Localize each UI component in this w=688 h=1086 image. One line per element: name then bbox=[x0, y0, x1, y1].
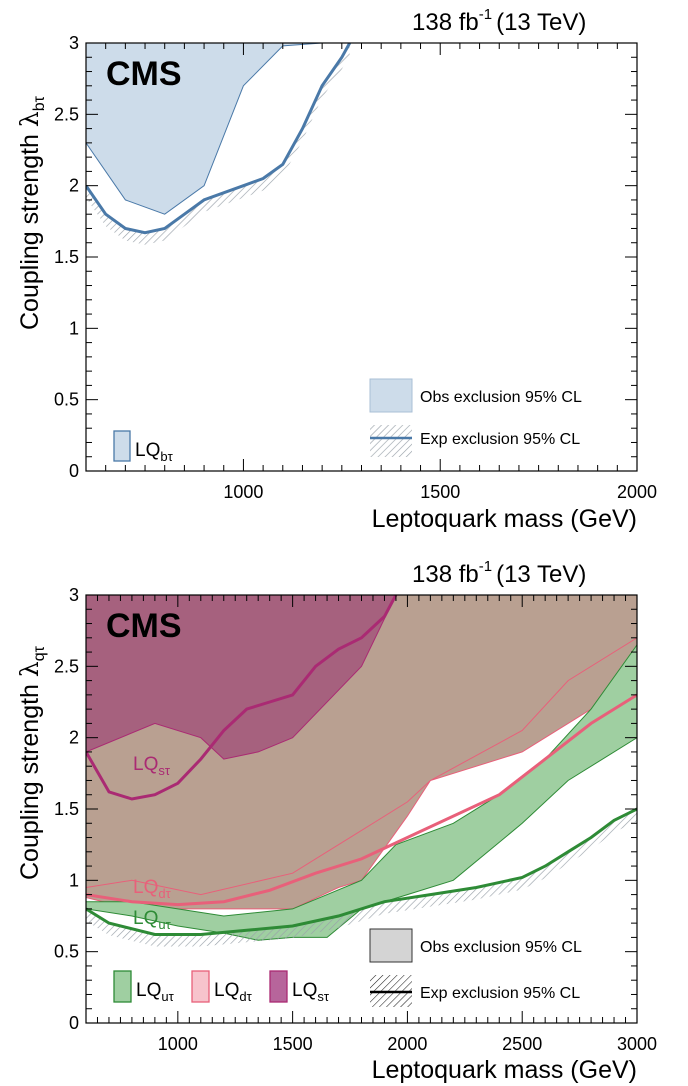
y-axis-bottom: 0 0.5 1 1.5 2 2.5 3 bbox=[54, 585, 637, 1033]
exp-curve-lq-btau bbox=[86, 43, 352, 235]
x-axis-top: 1000 1500 2000 bbox=[85, 43, 657, 502]
legend-exp-hatch bbox=[370, 425, 412, 457]
legend-lq-btau-label: LQbτ bbox=[135, 440, 174, 464]
legend-lq-btau: LQbτ bbox=[113, 430, 174, 464]
curve-label-lq-stau: LQsτ bbox=[133, 754, 171, 778]
exp-lines-bottom bbox=[86, 595, 637, 947]
x-axis-title-bottom: Leptoquark mass (GeV) bbox=[372, 1056, 637, 1084]
legend-lq-stau-swatch bbox=[269, 970, 288, 1003]
exp-hatch-lq-utau bbox=[86, 809, 637, 947]
x-tick-label: 1000 bbox=[158, 1034, 198, 1054]
cms-label: CMS bbox=[106, 55, 182, 93]
legend-obs-swatch bbox=[369, 928, 413, 963]
exp-curve-lq-stau bbox=[86, 595, 398, 801]
legend-obs-label: Obs exclusion 95% CL bbox=[420, 389, 582, 406]
curve-label-lq-dtau: LQdτ bbox=[133, 877, 172, 901]
x-tick-label: 2000 bbox=[617, 482, 657, 502]
y-tick-label: 0.5 bbox=[54, 942, 79, 962]
curve-label-lq-utau: LQuτ bbox=[133, 908, 172, 932]
x-axis-bottom: 1000 1500 2000 2500 3000 bbox=[85, 595, 657, 1054]
x-axis-title-top: Leptoquark mass (GeV) bbox=[372, 505, 637, 533]
y-tick-label: 2 bbox=[69, 176, 79, 196]
legend-top: Obs exclusion 95% CL Exp exclusion 95% C… bbox=[369, 378, 582, 457]
legend-lq-btau-swatch bbox=[113, 430, 131, 462]
y-axis-top: 0 0.5 1 1.5 2 2.5 3 bbox=[54, 33, 637, 481]
x-tick-label: 1500 bbox=[273, 1034, 313, 1054]
obs-region-lq-btau bbox=[86, 43, 346, 215]
lumi-label: 138 fb-1 (13 TeV) bbox=[412, 6, 586, 36]
obs-band-lq-btau bbox=[86, 43, 346, 215]
lumi-label: 138 fb-1 (13 TeV) bbox=[412, 558, 586, 588]
legend-species: LQuτ LQdτ LQsτ bbox=[113, 970, 330, 1004]
x-tick-label: 1000 bbox=[223, 482, 263, 502]
obs-band-lq-stau bbox=[86, 595, 397, 760]
legend-obs-label: Obs exclusion 95% CL bbox=[420, 939, 582, 956]
obs-region-lq-stau bbox=[86, 595, 397, 760]
exp-line-lq-btau bbox=[86, 43, 352, 245]
y-tick-label: 1 bbox=[69, 870, 79, 890]
exp-hatch-lq-btau bbox=[86, 43, 350, 245]
y-axis-title-top: Coupling strength λbτ bbox=[15, 95, 48, 330]
legend-lq-dtau-label: LQdτ bbox=[214, 980, 253, 1004]
x-tick-label: 1500 bbox=[420, 482, 460, 502]
legend-exp-label: Exp exclusion 95% CL bbox=[420, 985, 580, 1002]
legend-lq-utau-label: LQuτ bbox=[136, 980, 175, 1004]
y-axis-title-bottom: Coupling strength λqτ bbox=[15, 645, 48, 880]
y-tick-label: 2.5 bbox=[54, 656, 79, 676]
legend-exp-label: Exp exclusion 95% CL bbox=[420, 431, 580, 448]
exp-curve-lq-utau bbox=[86, 807, 637, 936]
y-tick-label: 1.5 bbox=[54, 247, 79, 267]
y-tick-label: 3 bbox=[69, 33, 79, 53]
legend-lq-stau-label: LQsτ bbox=[292, 980, 330, 1004]
x-tick-label: 3000 bbox=[617, 1034, 657, 1054]
y-tick-label: 0 bbox=[69, 461, 79, 481]
y-tick-label: 0 bbox=[69, 1013, 79, 1033]
y-tick-label: 2.5 bbox=[54, 104, 79, 124]
legend-obs-swatch bbox=[369, 378, 413, 413]
legend-lq-utau-swatch bbox=[113, 970, 132, 1003]
exp-curve-lq-dtau bbox=[86, 693, 637, 907]
y-tick-label: 3 bbox=[69, 585, 79, 605]
x-tick-label: 2000 bbox=[387, 1034, 427, 1054]
x-tick-label: 2500 bbox=[502, 1034, 542, 1054]
chart-panel-bottom: 138 fb-1 (13 TeV) CMS LQsτ LQdτ LQuτ Obs … bbox=[15, 558, 657, 1084]
obs-band-edge-lq-dtau bbox=[86, 637, 637, 910]
cms-label: CMS bbox=[106, 607, 182, 645]
legend-bottom: Obs exclusion 95% CL Exp exclusion 95% C… bbox=[369, 928, 582, 1007]
y-tick-label: 1 bbox=[69, 318, 79, 338]
y-tick-label: 0.5 bbox=[54, 390, 79, 410]
y-tick-label: 2 bbox=[69, 728, 79, 748]
y-tick-label: 1.5 bbox=[54, 799, 79, 819]
chart-panel-top: 138 fb-1 (13 TeV) CMS Obs exclusion 95% C… bbox=[15, 6, 657, 533]
legend-lq-dtau-swatch bbox=[191, 970, 210, 1003]
